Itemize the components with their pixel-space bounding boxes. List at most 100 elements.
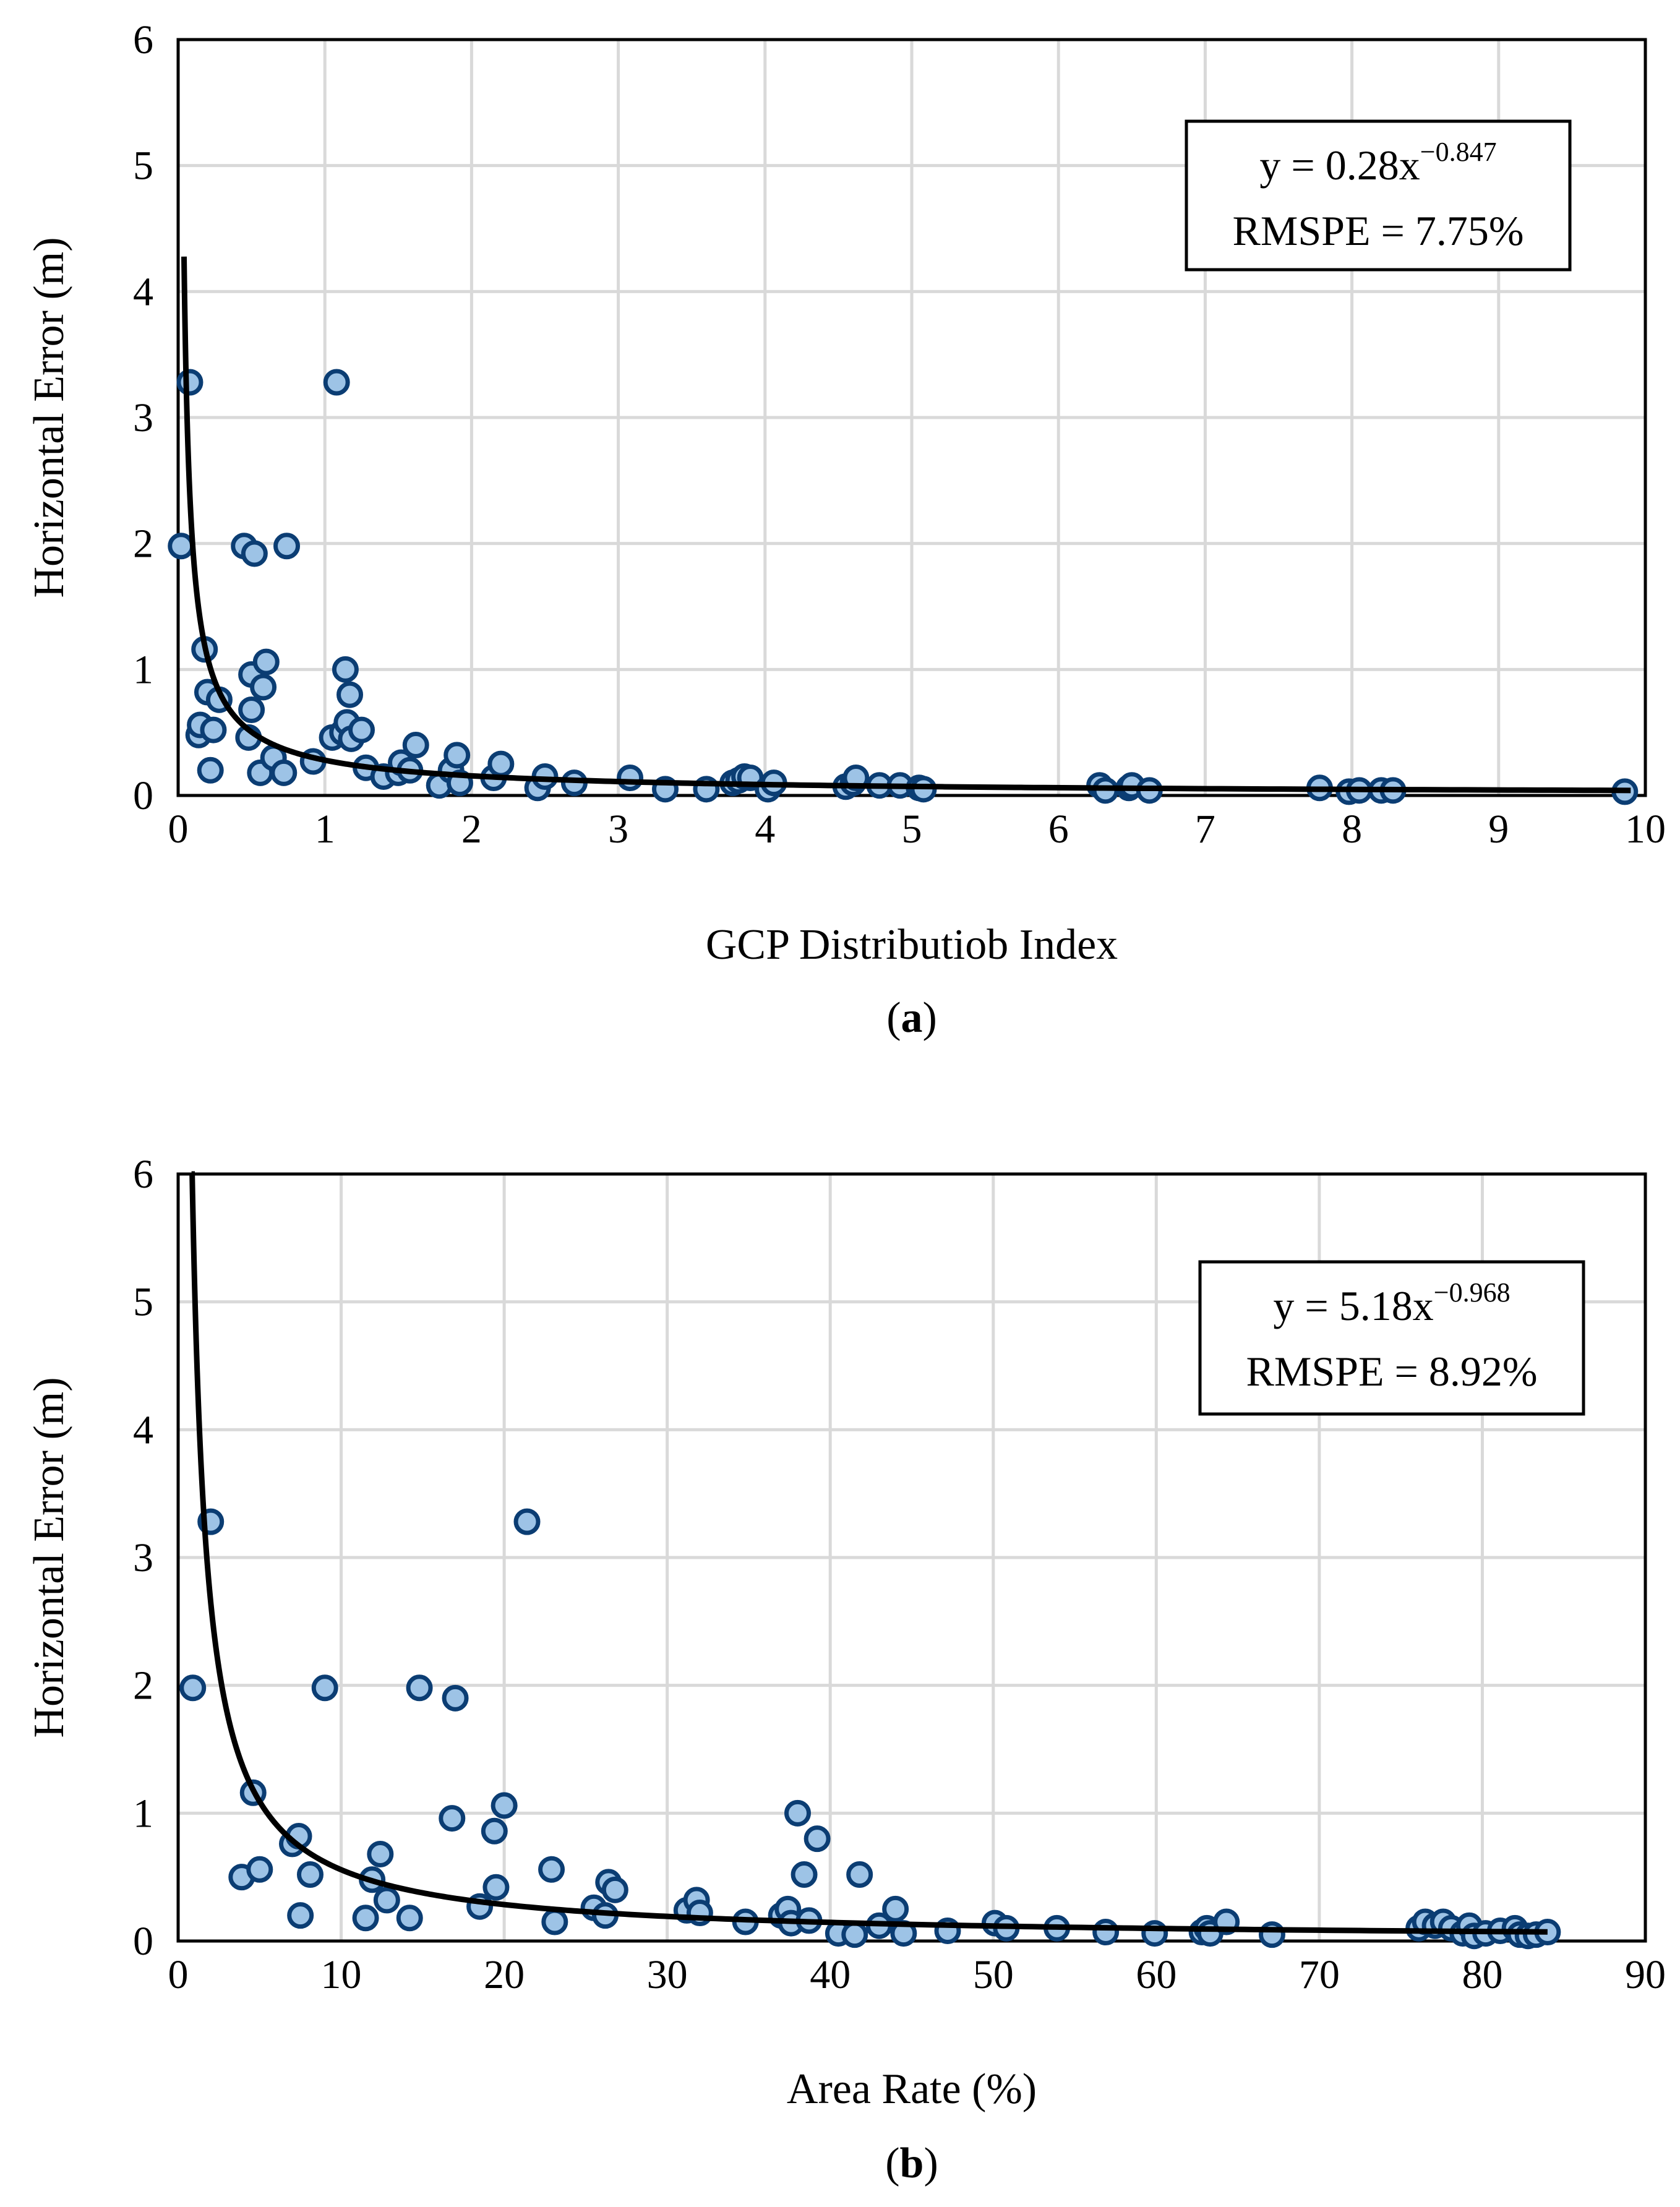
chart-b-point [179, 1674, 207, 1702]
chart-b-point [513, 1508, 541, 1535]
chart-a-x-tick-label: 9 [1488, 807, 1509, 852]
chart-a-x-tick-label: 5 [902, 807, 922, 852]
chart-a-fit-curve [181, 256, 1631, 794]
chart-b-point [373, 1887, 400, 1914]
chart-b-point [482, 1874, 510, 1901]
chart-a-y-tick-label: 4 [133, 269, 153, 314]
chart-b-y-tick-label: 3 [133, 1535, 153, 1580]
chart-b-point [367, 1840, 394, 1867]
chart-b-point [601, 1876, 628, 1903]
chart-b-equation: y = 5.18x−0.968 [1273, 1277, 1510, 1329]
chart-b-x-tick-label: 20 [484, 1952, 525, 1997]
chart-a-point [270, 759, 298, 786]
chart-a-point [336, 681, 364, 708]
chart-b-point [352, 1905, 379, 1932]
chart-a-point [273, 533, 301, 560]
chart-b-point [406, 1674, 433, 1702]
chart-b-point [791, 1861, 818, 1888]
chart-a-point [252, 648, 280, 675]
chart-a-point [332, 656, 359, 683]
chart-a-equation-exponent: −0.847 [1420, 137, 1497, 167]
chart-a-equation-frame [1185, 119, 1572, 272]
chart-a-equation: y = 0.28x−0.847 [1259, 137, 1496, 189]
chart-b-y-axis-label: Horizontal Error (m) [25, 1377, 73, 1738]
chart-a-x-tick-label: 0 [168, 807, 189, 852]
chart-a-panel-label: (a) [886, 994, 937, 1042]
chart-a-x-tick-label: 7 [1195, 807, 1215, 852]
chart-b-point [246, 1856, 273, 1883]
chart-a-point [200, 716, 227, 744]
chart-a-x-axis-label: GCP Distributiob Index [706, 921, 1118, 969]
chart-a-y-tick-label: 3 [133, 395, 153, 440]
chart-b-point [442, 1684, 469, 1712]
chart-b: 0 10 20 30 40 50 60 70 80 90 0 1 2 3 4 5 6 Area Rate (%… [25, 1152, 1666, 2187]
chart-b-panel-label: (b) [885, 2140, 938, 2187]
chart-b-y-ticks: 0 1 2 3 4 5 6 [133, 1152, 153, 1964]
chart-b-point [841, 1921, 868, 1948]
chart-b-x-tick-label: 40 [810, 1952, 851, 1997]
chart-a-point [444, 742, 471, 769]
chart-b-x-tick-label: 70 [1299, 1952, 1340, 1997]
chart-b-x-ticks: 0 10 20 30 40 50 60 70 80 90 [168, 1952, 1666, 1997]
chart-a-panel-letter: a [901, 994, 923, 1042]
chart-b-y-tick-label: 1 [133, 1791, 153, 1836]
chart-b-x-tick-label: 10 [321, 1952, 362, 1997]
chart-b-point [882, 1895, 909, 1922]
chart-b-x-tick-label: 60 [1136, 1952, 1176, 1997]
chart-a-x-ticks: 0 1 2 3 4 5 6 7 8 9 10 [168, 807, 1666, 852]
chart-a-y-ticks: 0 1 2 3 4 5 6 [133, 17, 153, 818]
chart-b-x-tick-label: 80 [1462, 1952, 1502, 1997]
chart-b-equation-box: y = 5.18x−0.968 RMSPE = 8.92% [1198, 1260, 1585, 1416]
chart-a-points [168, 369, 1639, 805]
chart-b-point [287, 1902, 314, 1929]
chart-b-points [179, 1508, 1561, 1950]
chart-b-point [538, 1856, 565, 1883]
chart-a-point [176, 369, 204, 396]
chart-a-x-tick-label: 6 [1048, 807, 1069, 852]
chart-a-x-tick-label: 8 [1342, 807, 1362, 852]
chart-b-equation-main: y = 5.18x [1273, 1282, 1433, 1329]
chart-a-x-tick-label: 4 [755, 807, 775, 852]
chart-b-point [1092, 1919, 1120, 1946]
chart-b-point [491, 1792, 518, 1819]
chart-b-y-tick-label: 4 [133, 1407, 153, 1452]
chart-b-y-tick-label: 2 [133, 1663, 153, 1708]
chart-b-point [804, 1825, 831, 1853]
chart-a-y-tick-label: 5 [133, 144, 153, 189]
chart-a-point [168, 533, 195, 560]
chart-b-y-tick-label: 0 [133, 1919, 153, 1964]
chart-b-x-tick-label: 90 [1625, 1952, 1666, 1997]
chart-a-x-tick-label: 3 [608, 807, 628, 852]
chart-b-fit-curve [189, 1171, 1548, 1935]
chart-a-x-tick-label: 10 [1625, 807, 1666, 852]
chart-b-point [396, 1905, 423, 1932]
chart-a-x-tick-label: 2 [461, 807, 482, 852]
chart-b-x-tick-label: 0 [168, 1952, 189, 1997]
chart-a-y-tick-label: 1 [133, 647, 153, 692]
chart-b-rmspe: RMSPE = 8.92% [1246, 1348, 1538, 1395]
chart-a-point [617, 764, 644, 791]
chart-a: 0 1 2 3 4 5 6 7 8 9 10 0 1 2 3 4 5 6 GCP Distributiob In… [25, 17, 1666, 1042]
chart-b-point [541, 1908, 568, 1935]
chart-a-y-axis-label: Horizontal Error (m) [25, 237, 73, 598]
chart-a-point [402, 732, 429, 759]
chart-a-point [348, 716, 375, 744]
chart-b-panel-letter: b [900, 2140, 924, 2187]
chart-b-equation-exponent: −0.968 [1434, 1277, 1511, 1308]
chart-b-point [481, 1817, 508, 1845]
chart-a-x-tick-label: 1 [315, 807, 335, 852]
chart-b-x-tick-label: 30 [647, 1952, 688, 1997]
chart-b-point [439, 1805, 466, 1832]
chart-a-point [241, 540, 268, 567]
chart-a-point [250, 674, 277, 701]
chart-a-rmspe: RMSPE = 7.75% [1233, 207, 1524, 254]
chart-a-equation-main: y = 0.28x [1259, 142, 1420, 189]
chart-a-y-tick-label: 0 [133, 773, 153, 818]
chart-b-x-axis-label: Area Rate (%) [787, 2065, 1037, 2113]
chart-b-x-tick-label: 50 [973, 1952, 1014, 1997]
chart-b-equation-frame [1198, 1260, 1585, 1416]
chart-a-point [197, 756, 224, 784]
chart-a-point [238, 696, 265, 724]
chart-a-point [487, 750, 515, 778]
